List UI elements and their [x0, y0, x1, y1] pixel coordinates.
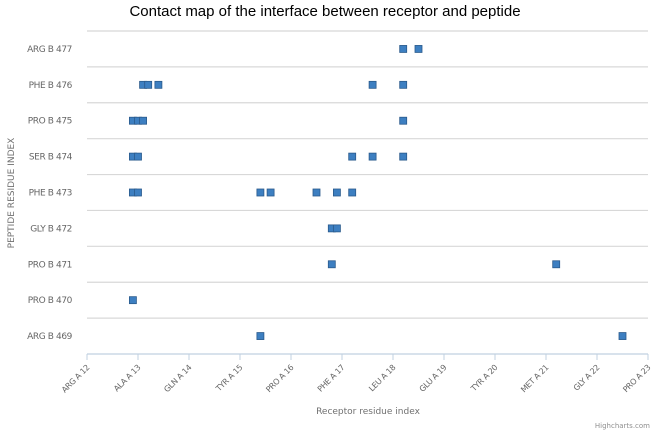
y-axis-title: PEPTIDE RESIDUE INDEX [7, 138, 17, 249]
x-tick-label: GLN A 14 [162, 363, 193, 394]
y-tick-label: GLY B 472 [30, 224, 72, 234]
y-axis-labels: ARG B 469 PRO B 470 PRO B 471 GLY B 472 PHE … [27, 45, 73, 342]
x-tick-label: MET A 21 [519, 363, 550, 394]
contact-point[interactable] [399, 45, 408, 53]
contact-point[interactable] [134, 188, 142, 197]
contact-point[interactable] [139, 116, 148, 125]
x-axis: ARG A 12 ALA A 13 GLN A 14 TYR A 15 PRO A 16… [60, 353, 653, 395]
contact-point[interactable] [332, 224, 341, 233]
y-tick-label: PHE B 473 [29, 189, 72, 199]
contact-point[interactable] [256, 188, 265, 197]
contact-point[interactable] [332, 188, 341, 197]
contact-point[interactable] [618, 332, 627, 340]
data-points [128, 45, 627, 340]
contact-point[interactable] [327, 260, 336, 269]
contact-point[interactable] [414, 45, 423, 53]
credits-link[interactable]: Highcharts.com [595, 422, 650, 430]
x-tick-label: PRO A 23 [621, 363, 652, 394]
x-tick-label: TYR A 20 [469, 363, 500, 394]
contact-point[interactable] [348, 188, 357, 197]
x-tick-label: ARG A 12 [60, 363, 92, 395]
contact-point[interactable] [154, 80, 163, 89]
contact-point[interactable] [256, 332, 265, 340]
x-axis-title: Receptor residue index [316, 407, 421, 417]
contact-point[interactable] [128, 296, 137, 305]
chart-title: Contact map of the interface between rec… [129, 3, 520, 20]
contact-point[interactable] [552, 260, 561, 269]
contact-point[interactable] [144, 80, 153, 89]
contact-point[interactable] [348, 152, 357, 161]
y-tick-label: ARG B 477 [27, 45, 72, 55]
x-tick-label: PRO A 16 [264, 363, 295, 394]
x-tick-label: ALA A 13 [112, 363, 143, 394]
contact-point[interactable] [399, 152, 408, 161]
x-tick-label: LEU A 18 [367, 363, 397, 393]
contact-point[interactable] [399, 116, 408, 125]
y-tick-label: SER B 474 [29, 153, 73, 163]
contact-point[interactable] [134, 152, 142, 161]
y-tick-label: PHE B 476 [29, 81, 73, 91]
grid-lines [87, 30, 648, 319]
x-tick-label: PHE A 17 [316, 363, 347, 394]
x-tick-label: GLY A 22 [572, 363, 602, 393]
y-tick-label: PRO B 471 [28, 260, 72, 270]
contact-point[interactable] [266, 188, 275, 197]
x-tick-label: TYR A 15 [214, 363, 245, 394]
contact-point[interactable] [368, 80, 377, 89]
contact-point[interactable] [312, 188, 321, 197]
contact-point[interactable] [399, 80, 408, 89]
y-tick-label: ARG B 469 [27, 332, 73, 342]
y-tick-label: PRO B 475 [28, 117, 72, 127]
x-tick-label: GLU A 19 [418, 363, 449, 394]
y-tick-label: PRO B 470 [28, 296, 73, 306]
contact-point[interactable] [368, 152, 377, 161]
